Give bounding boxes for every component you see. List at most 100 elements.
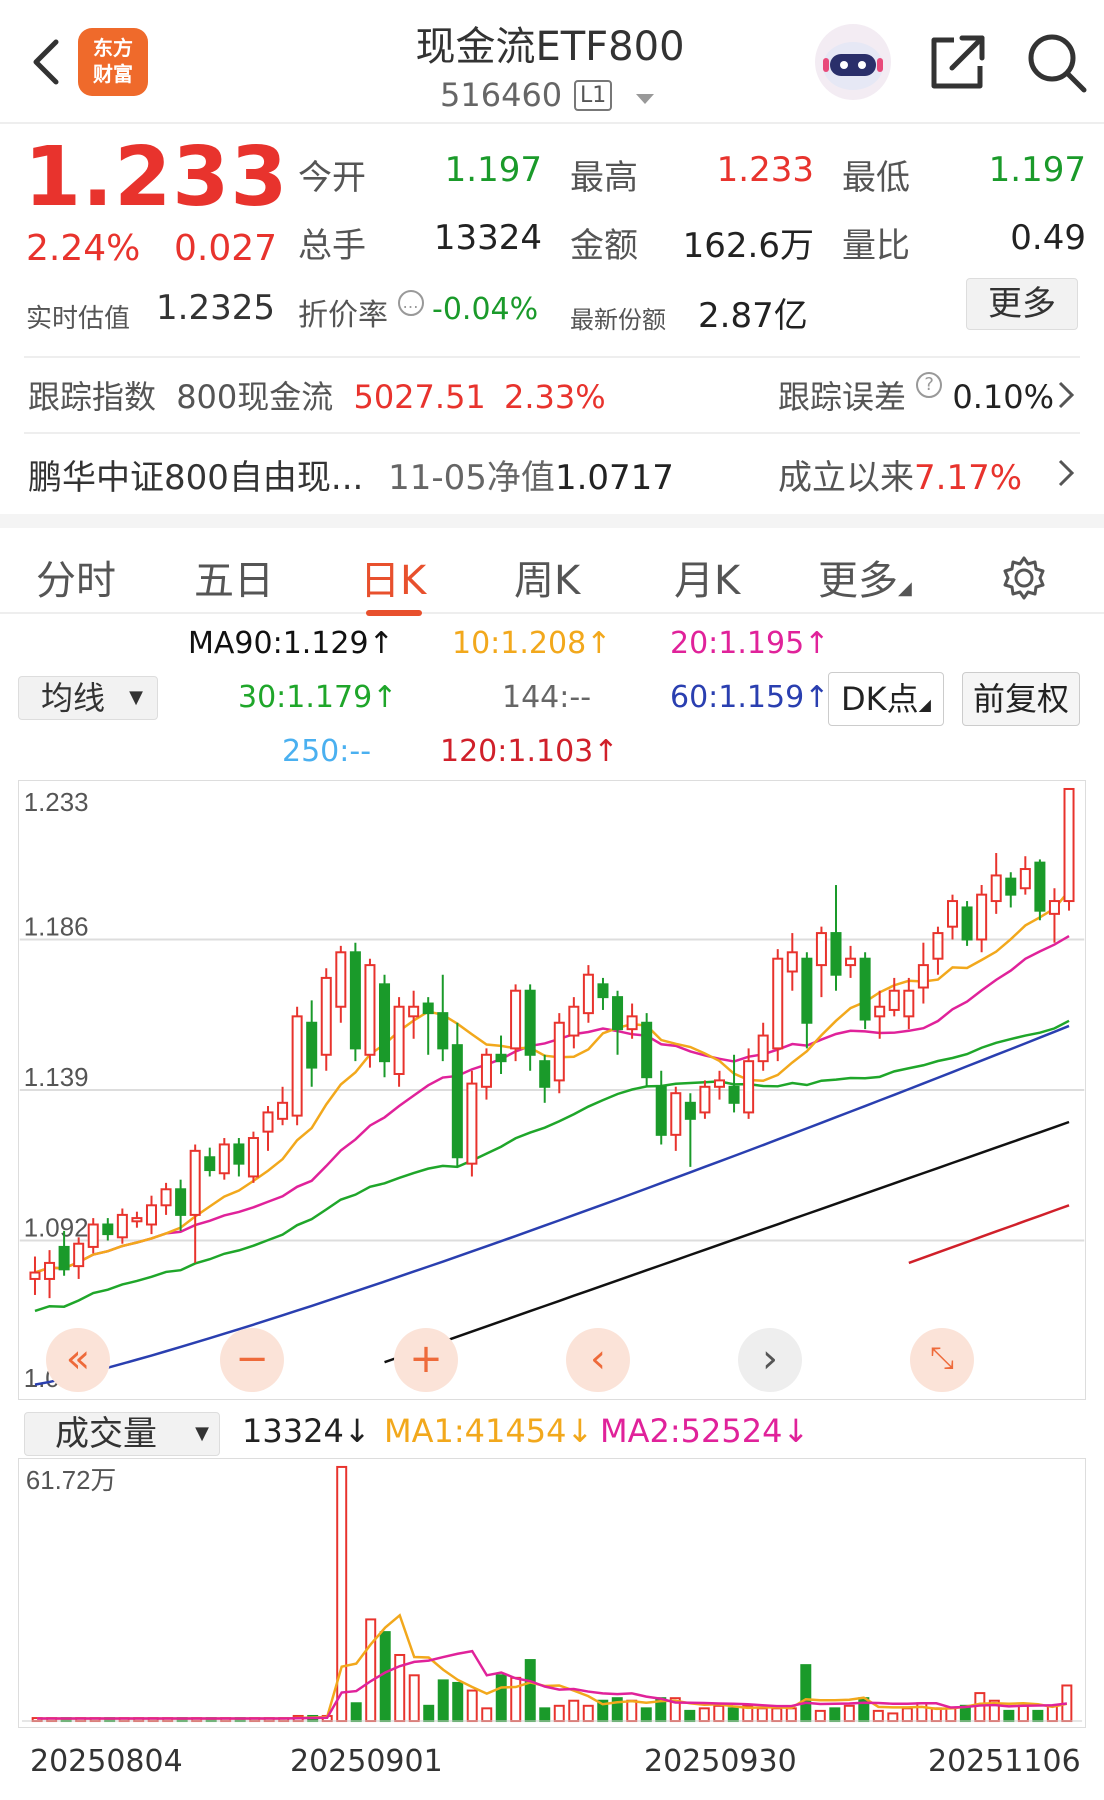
volume-bar — [495, 1674, 507, 1723]
ratio-value: 0.49 — [1010, 218, 1086, 258]
candle-body — [189, 1149, 201, 1216]
ma120-line — [908, 1204, 1070, 1265]
candle-body — [58, 1245, 70, 1271]
volume-bar — [843, 1704, 855, 1723]
candle-body — [713, 1079, 725, 1088]
ma30-line — [34, 1019, 1070, 1313]
volume-chart[interactable]: 61.72万 — [18, 1458, 1086, 1728]
volume-bar — [437, 1679, 449, 1723]
volume-bar — [582, 1704, 594, 1723]
tracking-error[interactable]: 跟踪误差 ? 0.10% — [778, 372, 1054, 418]
ma250-value: 250:-- — [282, 734, 372, 769]
tab-five-day[interactable]: 五日 — [194, 558, 274, 604]
candle-body — [116, 1213, 128, 1239]
tab-daily-k[interactable]: 日K — [360, 558, 427, 604]
tab-more[interactable]: 更多◢ — [818, 558, 912, 604]
candle-body — [553, 1021, 565, 1082]
tracking-index-pct: 2.33% — [503, 378, 606, 416]
candle-body — [597, 983, 609, 999]
candle-body — [320, 976, 332, 1056]
volume-label: 总手 — [298, 226, 366, 266]
volume-bar — [930, 1707, 942, 1723]
level-badge[interactable]: L1 — [574, 80, 613, 111]
search-icon[interactable] — [1024, 30, 1088, 94]
open-label: 今开 — [298, 158, 366, 198]
indicator-select[interactable]: 均线 ▼ — [18, 676, 158, 720]
volume-bar — [539, 1707, 551, 1723]
chevron-down-icon[interactable] — [636, 94, 654, 104]
zoom-out-icon[interactable]: − — [220, 1328, 284, 1392]
x-axis-label: 20250901 — [290, 1744, 443, 1779]
chevron-right-icon[interactable] — [1056, 380, 1076, 410]
volume-bar — [901, 1707, 913, 1723]
volume-bar — [423, 1704, 435, 1723]
volume-bar — [814, 1709, 826, 1723]
candle-body — [655, 1085, 667, 1136]
ratio-label: 量比 — [842, 226, 910, 266]
candle-body — [87, 1223, 99, 1248]
tracking-label: 跟踪指数 — [28, 378, 157, 416]
gear-icon[interactable] — [1000, 554, 1048, 602]
price-adjust-button[interactable]: 前复权 — [962, 672, 1080, 726]
discount-label: 折价率 … — [298, 290, 424, 334]
since-value: 7.17% — [914, 458, 1023, 498]
candle-body — [29, 1271, 41, 1280]
rewind-icon[interactable]: « — [46, 1328, 110, 1392]
candle-body — [451, 1044, 463, 1159]
fund-name: 鹏华中证800自由现... — [28, 458, 364, 498]
since-inception[interactable]: 成立以来7.17% — [778, 450, 1022, 499]
volume-bar — [771, 1707, 783, 1723]
tab-monthly-k[interactable]: 月K — [674, 558, 741, 604]
amount-label: 金额 — [570, 226, 638, 266]
ma144-value: 144:-- — [502, 680, 592, 715]
zoom-in-icon[interactable]: + — [394, 1328, 458, 1392]
candle-body — [670, 1092, 682, 1136]
volume-bar — [379, 1631, 391, 1723]
tracking-index-value: 5027.51 — [353, 378, 486, 416]
candle-body — [524, 989, 536, 1056]
volume-bar — [350, 1702, 362, 1723]
candle-body — [1019, 868, 1031, 890]
x-axis-label: 20250804 — [30, 1744, 183, 1779]
candle-body — [815, 932, 827, 967]
candle-body — [349, 951, 361, 1050]
candle-body — [903, 989, 915, 1018]
back-arrow-icon[interactable] — [26, 34, 66, 90]
since-label: 成立以来 — [778, 458, 914, 498]
ma20-value: 20:1.195↑ — [670, 626, 830, 661]
more-button[interactable]: 更多 — [966, 278, 1078, 330]
ma10-value: 10:1.208↑ — [452, 626, 612, 661]
ma120-value: 120:1.103↑ — [440, 734, 619, 769]
volume-bar — [727, 1707, 739, 1723]
share-icon[interactable] — [928, 32, 988, 92]
volume-bar — [698, 1707, 710, 1723]
y-axis-label: 1.186 — [24, 914, 89, 942]
tracking-row[interactable]: 跟踪指数 800现金流 5027.51 2.33% — [28, 372, 606, 418]
chevron-right-icon[interactable] — [1056, 458, 1076, 488]
chevron-left-icon[interactable]: ‹ — [566, 1328, 630, 1392]
y-axis-label: 1.233 — [24, 789, 89, 817]
volume-indicator-select[interactable]: 成交量 ▼ — [24, 1412, 220, 1456]
tab-intraday[interactable]: 分时 — [36, 558, 116, 604]
candle-body — [1048, 900, 1060, 915]
chevron-right-icon[interactable]: › — [738, 1328, 802, 1392]
fullscreen-icon[interactable]: ⤡ — [910, 1328, 974, 1392]
candle-body — [976, 893, 988, 941]
info-icon[interactable]: … — [397, 290, 424, 316]
fund-row[interactable]: 鹏华中证800自由现... 11-05净值1.0717 — [28, 450, 674, 499]
tab-weekly-k[interactable]: 周K — [514, 558, 581, 604]
assistant-robot-icon[interactable] — [810, 22, 896, 102]
high-label: 最高 — [570, 158, 638, 198]
candle-body — [218, 1143, 230, 1175]
low-label: 最低 — [842, 158, 910, 198]
y-axis-label: 1.139 — [24, 1064, 89, 1092]
candle-body — [277, 1101, 289, 1120]
candle-body — [568, 1005, 580, 1037]
volume-bar — [684, 1709, 696, 1723]
help-icon[interactable]: ? — [916, 372, 943, 398]
ma30-value: 30:1.179↑ — [238, 680, 398, 715]
tracking-error-label: 跟踪误差 — [778, 378, 907, 416]
volume-bar — [626, 1699, 638, 1723]
dk-point-button[interactable]: DK点◢ — [828, 672, 944, 726]
